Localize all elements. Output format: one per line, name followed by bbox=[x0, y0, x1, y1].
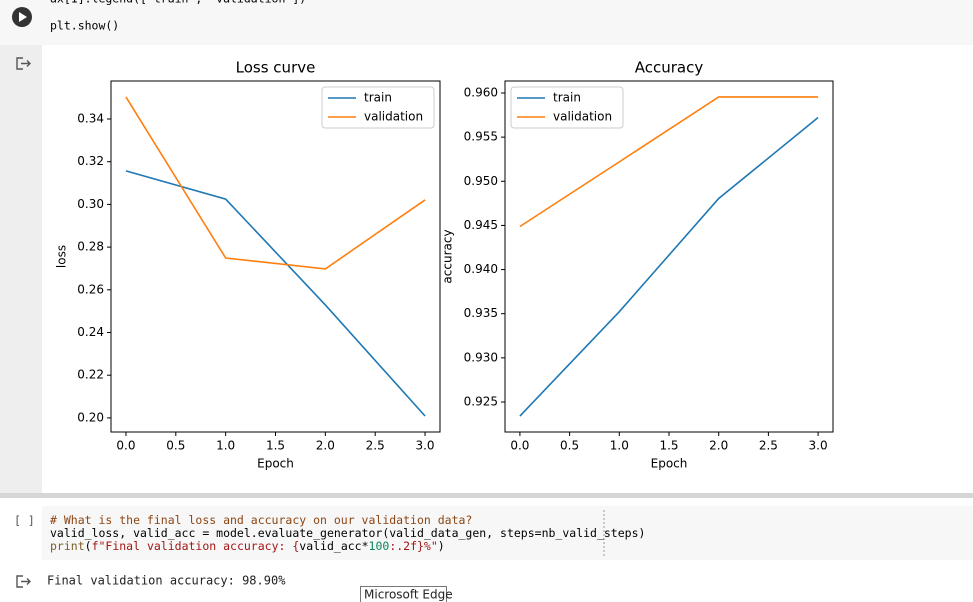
y-tick-label: 0.28 bbox=[77, 240, 104, 254]
y-tick-label: 0.925 bbox=[464, 394, 498, 408]
code-token: ( bbox=[85, 539, 92, 553]
code-token: f"Final validation accuracy: { bbox=[92, 539, 300, 553]
legend-label: validation bbox=[364, 110, 423, 124]
x-tick-label: 1.5 bbox=[266, 439, 285, 453]
x-tick-label: 0.5 bbox=[560, 439, 579, 453]
code-line: ax[1].legend(['train', 'validation']) bbox=[50, 0, 306, 6]
code-token: # What is the final loss and accuracy on… bbox=[50, 513, 472, 527]
x-tick-label: 0.0 bbox=[510, 439, 529, 453]
cell-divider bbox=[0, 493, 973, 498]
output-icon[interactable] bbox=[16, 57, 31, 70]
y-tick-label: 0.22 bbox=[77, 368, 104, 382]
y-tick-label: 0.30 bbox=[77, 197, 104, 211]
plot-frame bbox=[504, 80, 834, 433]
output-text: Final validation accuracy: 98.90% bbox=[47, 574, 286, 588]
y-tick-label: 0.950 bbox=[464, 174, 498, 188]
y-tick-label: 0.955 bbox=[464, 130, 498, 144]
y-tick-label: 0.940 bbox=[464, 262, 498, 276]
x-tick-label: 1.0 bbox=[216, 439, 235, 453]
y-tick-label: 0.930 bbox=[464, 350, 498, 364]
code-line: # What is the final loss and accuracy on… bbox=[50, 513, 472, 527]
chart-title: Accuracy bbox=[635, 59, 704, 77]
x-tick-label: 3.0 bbox=[415, 439, 434, 453]
x-tick-label: 2.5 bbox=[759, 439, 778, 453]
y-tick-label: 0.945 bbox=[464, 218, 498, 232]
y-tick-label: 0.32 bbox=[77, 154, 104, 168]
y-tick-label: 0.960 bbox=[464, 86, 498, 100]
x-tick-label: 3.0 bbox=[809, 439, 828, 453]
cell-prompt[interactable]: [ ] bbox=[14, 514, 35, 528]
x-tick-label: 2.0 bbox=[316, 439, 335, 453]
y-axis-label: loss bbox=[55, 245, 69, 268]
x-tick-label: 2.5 bbox=[366, 439, 385, 453]
code-cell-bg bbox=[42, 506, 973, 560]
code-token: valid_acc* bbox=[299, 539, 368, 553]
y-axis-label: accuracy bbox=[441, 229, 455, 283]
code-token: :.2f}%" bbox=[389, 539, 437, 553]
run-button[interactable] bbox=[12, 7, 32, 27]
y-tick-label: 0.935 bbox=[464, 306, 498, 320]
code-line: print(f"Final validation accuracy: {vali… bbox=[50, 539, 445, 553]
code-line: valid_loss, valid_acc = model.evaluate_g… bbox=[50, 526, 645, 540]
y-tick-label: 0.20 bbox=[77, 410, 104, 424]
y-tick-label: 0.34 bbox=[77, 112, 104, 126]
code-token: ) bbox=[438, 539, 445, 553]
legend-label: validation bbox=[553, 110, 612, 124]
series-line bbox=[519, 116, 819, 417]
x-axis-label: Epoch bbox=[651, 457, 688, 471]
series-line bbox=[125, 170, 426, 417]
x-tick-label: 1.5 bbox=[659, 439, 678, 453]
tooltip-box bbox=[360, 586, 447, 602]
y-tick-label: 0.24 bbox=[77, 325, 104, 339]
code-token: valid_loss, valid_acc = model.evaluate_g… bbox=[50, 526, 645, 540]
plot-frame bbox=[110, 80, 441, 433]
x-tick-label: 1.0 bbox=[610, 439, 629, 453]
x-tick-label: 0.5 bbox=[166, 439, 185, 453]
code-token: 100 bbox=[369, 539, 390, 553]
chart-title: Loss curve bbox=[236, 59, 316, 77]
code-line: plt.show() bbox=[50, 19, 119, 33]
code-token: print bbox=[50, 539, 85, 553]
x-tick-label: 2.0 bbox=[709, 439, 728, 453]
y-tick-label: 0.26 bbox=[77, 282, 104, 296]
code-cell-bg bbox=[0, 0, 973, 45]
x-axis-label: Epoch bbox=[257, 457, 294, 471]
series-line bbox=[125, 96, 426, 270]
legend-label: train bbox=[364, 91, 392, 105]
x-tick-label: 0.0 bbox=[116, 439, 135, 453]
legend-label: train bbox=[553, 91, 581, 105]
output-icon[interactable] bbox=[16, 575, 31, 588]
series-line bbox=[519, 96, 819, 228]
output-gutter bbox=[0, 45, 42, 493]
tooltip: Microsoft Edge bbox=[364, 588, 453, 602]
